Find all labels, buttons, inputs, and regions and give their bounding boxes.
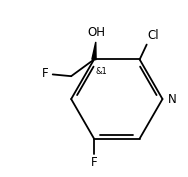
- Text: OH: OH: [88, 26, 106, 39]
- Text: F: F: [42, 67, 49, 80]
- Text: F: F: [91, 156, 97, 169]
- Text: N: N: [167, 93, 176, 105]
- Text: Cl: Cl: [148, 29, 159, 42]
- Text: &1: &1: [95, 67, 107, 76]
- Polygon shape: [92, 42, 96, 60]
